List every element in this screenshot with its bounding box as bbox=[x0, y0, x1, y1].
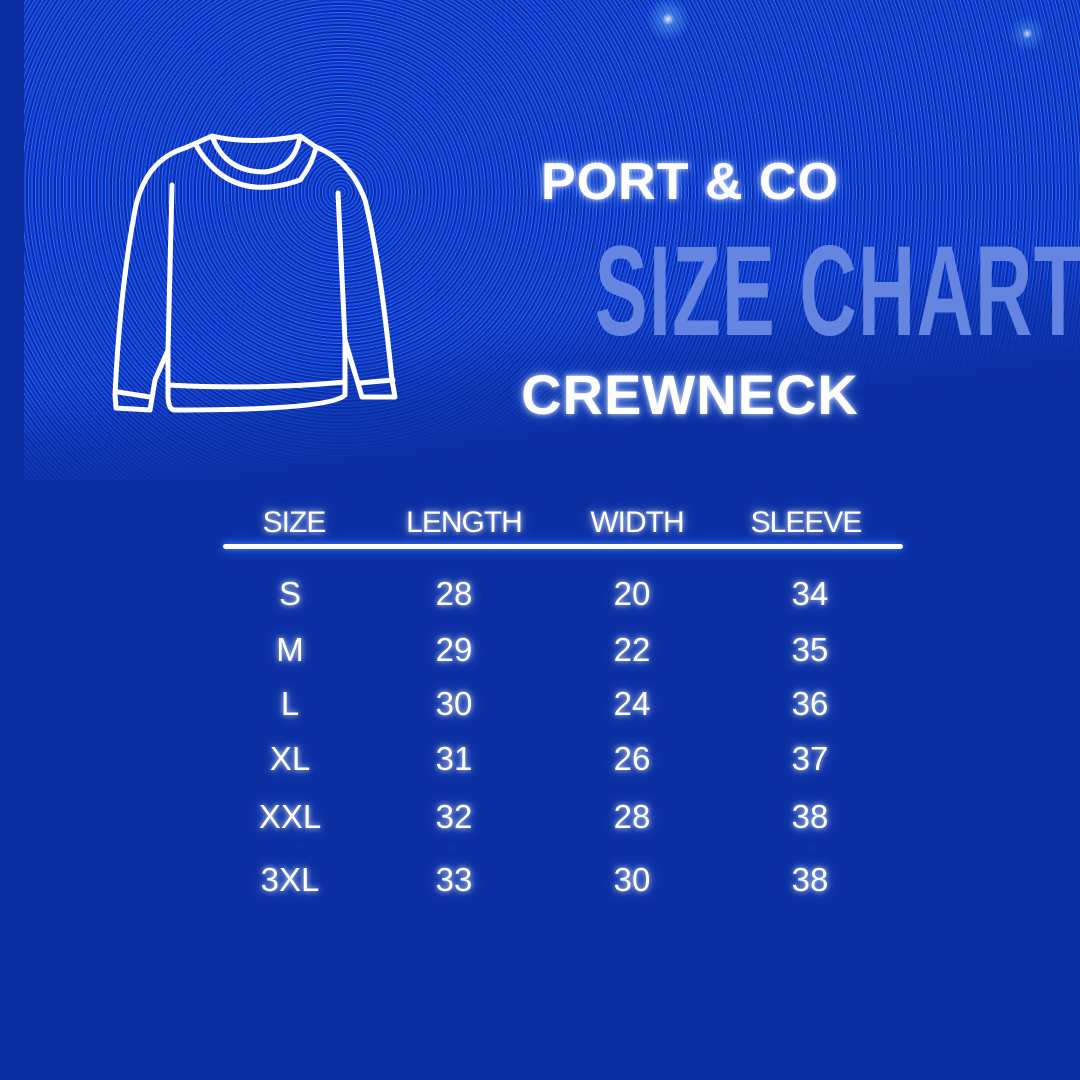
column-header-size: SIZE bbox=[262, 506, 327, 539]
cell-width: 24 bbox=[613, 685, 651, 722]
page-title-text: SIZE CHART bbox=[594, 220, 1080, 363]
cell-width: 20 bbox=[613, 575, 651, 612]
column-header-sleeve: SLEEVE bbox=[750, 506, 863, 539]
cell-width: 30 bbox=[613, 861, 651, 898]
cell-size: L bbox=[280, 685, 300, 722]
cell-size: XXL bbox=[258, 798, 322, 835]
product-type: CREWNECK bbox=[521, 363, 859, 426]
column-header-length: LENGTH bbox=[406, 506, 523, 539]
brand-name: PORT & CO bbox=[541, 153, 839, 211]
cell-length: 30 bbox=[435, 685, 473, 722]
cell-size: 3XL bbox=[260, 861, 320, 898]
cell-width: 26 bbox=[613, 740, 651, 777]
cell-width: 28 bbox=[613, 798, 651, 835]
cell-sleeve: 38 bbox=[791, 798, 829, 835]
glitter-background bbox=[24, 0, 1080, 480]
sweater-icon bbox=[112, 133, 398, 413]
cell-sleeve: 34 bbox=[791, 575, 829, 612]
cell-length: 28 bbox=[435, 575, 473, 612]
page-title: SIZE CHART bbox=[445, 222, 1080, 362]
cell-sleeve: 36 bbox=[791, 685, 829, 722]
cell-sleeve: 35 bbox=[791, 631, 829, 668]
cell-length: 31 bbox=[435, 740, 473, 777]
cell-sleeve: 38 bbox=[791, 861, 829, 898]
cell-size: S bbox=[278, 575, 301, 612]
cell-width: 22 bbox=[613, 631, 651, 668]
cell-size: XL bbox=[269, 740, 311, 777]
cell-size: M bbox=[276, 631, 304, 668]
cell-length: 29 bbox=[435, 631, 473, 668]
header-divider bbox=[223, 544, 903, 549]
cell-length: 32 bbox=[435, 798, 473, 835]
cell-length: 33 bbox=[435, 861, 473, 898]
cell-sleeve: 37 bbox=[791, 740, 829, 777]
column-header-width: WIDTH bbox=[590, 506, 684, 539]
